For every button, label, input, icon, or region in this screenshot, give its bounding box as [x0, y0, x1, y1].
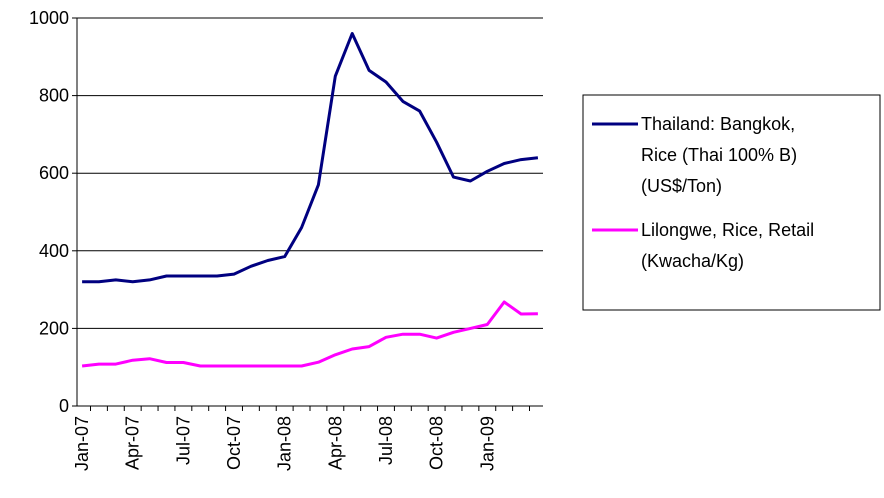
- x-tick-label: Jan-07: [72, 416, 92, 471]
- x-tick-label: Jul-07: [173, 416, 193, 465]
- legend-label-1: Rice (Thai 100% B): [641, 145, 797, 165]
- x-tick-label: Jan-09: [477, 416, 497, 471]
- axes: [76, 18, 543, 407]
- y-axis-ticks: 0 200 400 600 800 1000: [29, 8, 77, 416]
- x-tick-label: Apr-08: [325, 416, 345, 470]
- legend: Thailand: Bangkok, Rice (Thai 100% B) (US$…: [582, 94, 881, 311]
- legend-label-2: Lilongwe, Rice, Retail: [641, 220, 814, 240]
- x-tick-label: Jul-08: [376, 416, 396, 465]
- y-tick-label: 0: [59, 396, 69, 416]
- gridlines: [77, 17, 543, 329]
- y-tick-label: 1000: [29, 8, 69, 28]
- legend-label-2: (Kwacha/Kg): [641, 251, 744, 271]
- series-lines: [81, 32, 539, 368]
- y-tick-label: 200: [39, 318, 69, 338]
- x-tick-label: Apr-07: [123, 416, 143, 470]
- x-tick-label: Oct-07: [224, 416, 244, 470]
- y-tick-label: 800: [39, 86, 69, 106]
- x-tick-label: Oct-08: [427, 416, 447, 470]
- legend-label-1: (US$/Ton): [641, 176, 722, 196]
- x-axis-ticks: Jan-07 Apr-07 Jul-07 Oct-07 Jan-08 Apr-08 Jul-…: [72, 406, 530, 471]
- legend-box: [582, 94, 881, 311]
- y-tick-label: 600: [39, 163, 69, 183]
- series-line-1: [82, 32, 539, 284]
- series-line-2: [81, 300, 538, 368]
- y-tick-label: 400: [39, 241, 69, 261]
- legend-label-1: Thailand: Bangkok,: [641, 114, 795, 134]
- x-tick-label: Jan-08: [275, 416, 295, 471]
